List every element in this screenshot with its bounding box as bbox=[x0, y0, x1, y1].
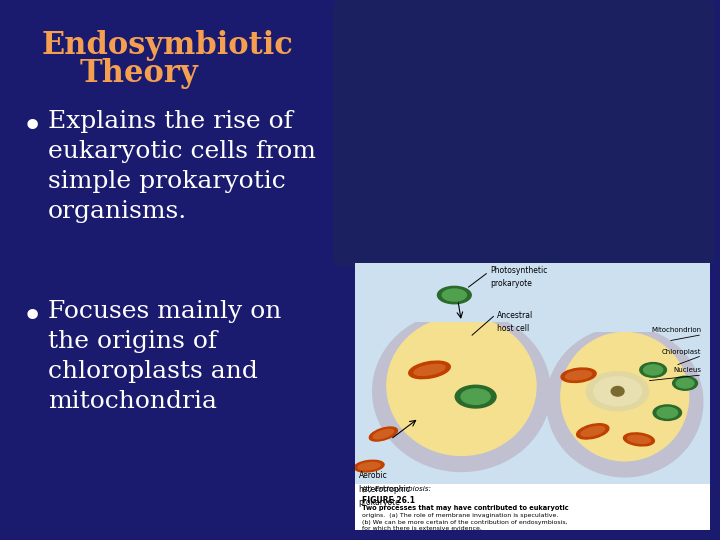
Text: for which there is extensive evidence.: for which there is extensive evidence. bbox=[362, 526, 482, 531]
Text: Nucleus: Nucleus bbox=[673, 367, 701, 373]
Ellipse shape bbox=[359, 462, 380, 470]
Text: •: • bbox=[22, 300, 43, 334]
Text: (b) Endosymbiosis:: (b) Endosymbiosis: bbox=[362, 485, 431, 492]
Text: Two processes that may have contributed to eukaryotic: Two processes that may have contributed … bbox=[362, 505, 569, 511]
Bar bbox=[539, 252, 717, 333]
Ellipse shape bbox=[455, 385, 496, 408]
Ellipse shape bbox=[587, 372, 649, 410]
Ellipse shape bbox=[565, 370, 592, 380]
Ellipse shape bbox=[373, 311, 550, 471]
Text: Mitochondrion: Mitochondrion bbox=[651, 327, 701, 333]
Ellipse shape bbox=[354, 460, 384, 472]
Ellipse shape bbox=[644, 365, 662, 375]
Ellipse shape bbox=[577, 424, 609, 439]
Ellipse shape bbox=[369, 427, 397, 441]
Text: Explains the rise of: Explains the rise of bbox=[48, 110, 293, 133]
Text: Theory: Theory bbox=[80, 58, 199, 89]
Ellipse shape bbox=[561, 368, 596, 382]
Ellipse shape bbox=[373, 429, 394, 439]
Ellipse shape bbox=[561, 333, 688, 461]
Ellipse shape bbox=[672, 376, 698, 390]
Text: heterotrophic: heterotrophic bbox=[359, 485, 410, 494]
Ellipse shape bbox=[546, 327, 703, 477]
Ellipse shape bbox=[409, 361, 450, 379]
Text: host cell: host cell bbox=[497, 325, 529, 334]
Text: mitochondria: mitochondria bbox=[48, 390, 217, 413]
Ellipse shape bbox=[594, 377, 642, 406]
Text: organisms.: organisms. bbox=[48, 200, 187, 223]
Ellipse shape bbox=[438, 286, 471, 303]
Ellipse shape bbox=[442, 289, 467, 301]
Text: (b) We can be more certain of the contribution of endosymbiosis,: (b) We can be more certain of the contri… bbox=[362, 519, 567, 524]
Text: Ancestral: Ancestral bbox=[497, 311, 534, 320]
Text: prokaryote: prokaryote bbox=[359, 498, 400, 507]
Text: origins.  (a) The role of membrane invagination is speculative.: origins. (a) The role of membrane invagi… bbox=[362, 513, 559, 518]
Ellipse shape bbox=[657, 407, 678, 418]
Text: FIGURE 26.1: FIGURE 26.1 bbox=[362, 496, 415, 504]
Bar bbox=[337, 241, 568, 322]
Ellipse shape bbox=[624, 433, 654, 446]
Text: Chloroplast: Chloroplast bbox=[662, 348, 701, 355]
Ellipse shape bbox=[387, 316, 536, 455]
Ellipse shape bbox=[414, 364, 445, 375]
Ellipse shape bbox=[676, 379, 694, 388]
Text: Photosynthetic: Photosynthetic bbox=[490, 266, 547, 275]
Text: the origins of: the origins of bbox=[48, 330, 217, 353]
Text: simple prokaryotic: simple prokaryotic bbox=[48, 170, 286, 193]
Ellipse shape bbox=[640, 362, 667, 377]
Circle shape bbox=[611, 387, 624, 396]
FancyBboxPatch shape bbox=[333, 0, 715, 267]
Text: Aerobic: Aerobic bbox=[359, 471, 387, 481]
Text: chloroplasts and: chloroplasts and bbox=[48, 360, 258, 383]
Ellipse shape bbox=[581, 427, 605, 436]
Text: prokaryote: prokaryote bbox=[490, 279, 531, 288]
Text: eukaryotic cells from: eukaryotic cells from bbox=[48, 140, 316, 163]
Bar bbox=[355, 483, 710, 530]
Text: Endosymbiotic: Endosymbiotic bbox=[42, 30, 294, 61]
Text: Focuses mainly on: Focuses mainly on bbox=[48, 300, 282, 323]
Ellipse shape bbox=[653, 405, 682, 421]
Text: •: • bbox=[22, 110, 43, 144]
Ellipse shape bbox=[628, 435, 650, 443]
Ellipse shape bbox=[461, 389, 490, 404]
